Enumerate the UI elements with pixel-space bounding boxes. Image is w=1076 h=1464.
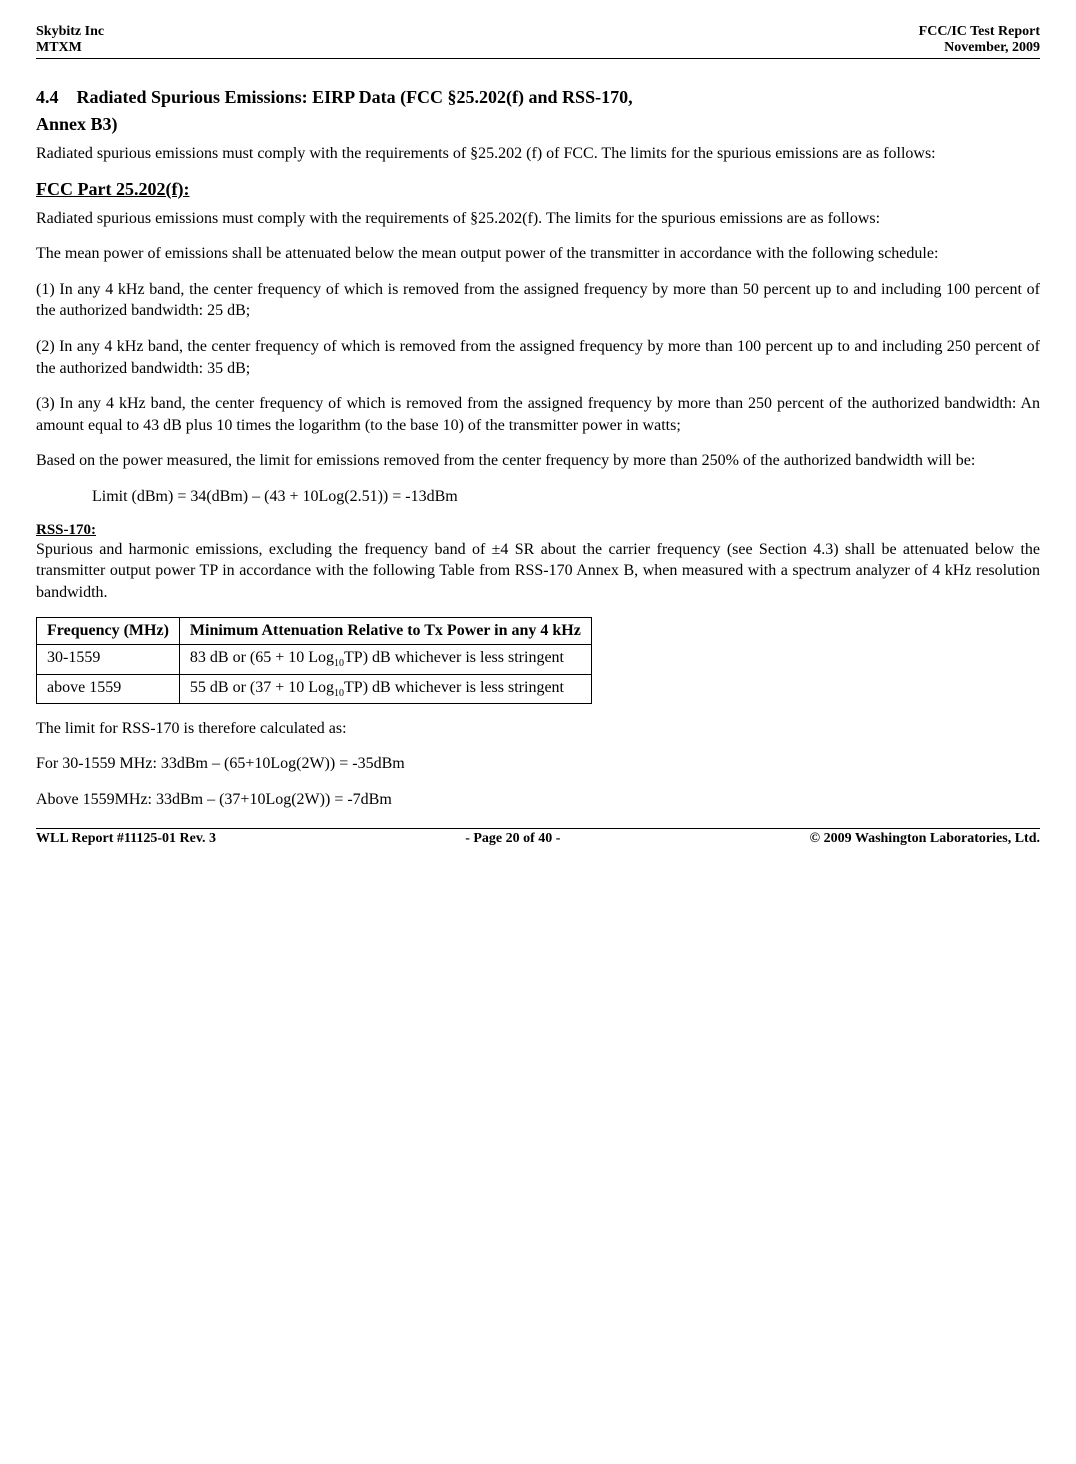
fcc-based: Based on the power measured, the limit f… <box>36 450 1040 472</box>
cell-freq: above 1559 <box>37 674 180 703</box>
att-post: TP) dB whichever is less stringent <box>344 679 564 696</box>
cell-att: 55 dB or (37 + 10 Log10TP) dB whichever … <box>179 674 591 703</box>
page-footer: WLL Report #11125-01 Rev. 3 - Page 20 of… <box>36 828 1040 847</box>
section-number: 4.4 <box>36 87 59 107</box>
fcc-item1: (1) In any 4 kHz band, the center freque… <box>36 279 1040 322</box>
header-right: FCC/IC Test Report November, 2009 <box>919 24 1040 56</box>
table-row: above 1559 55 dB or (37 + 10 Log10TP) dB… <box>37 674 592 703</box>
att-pre: 55 dB or (37 + 10 Log <box>190 679 334 696</box>
att-post: TP) dB whichever is less stringent <box>344 649 564 666</box>
col2-header: Minimum Attenuation Relative to Tx Power… <box>179 618 591 645</box>
fcc-heading: FCC Part 25.202(f): <box>36 179 1040 200</box>
section-title-line2: Annex B3) <box>36 114 1040 135</box>
att-sub: 10 <box>334 659 344 670</box>
footer-right: © 2009 Washington Laboratories, Ltd. <box>810 831 1040 847</box>
fcc-p1: Radiated spurious emissions must comply … <box>36 208 1040 230</box>
header-left: Skybitz Inc MTXM <box>36 24 104 56</box>
section-title-line1: Radiated Spurious Emissions: EIRP Data (… <box>77 87 633 107</box>
table-row: 30-1559 83 dB or (65 + 10 Log10TP) dB wh… <box>37 645 592 674</box>
rss-heading: RSS-170: <box>36 522 1040 539</box>
header-company: Skybitz Inc <box>36 24 104 40</box>
rss-calc1: For 30-1559 MHz: 33dBm – (65+10Log(2W)) … <box>36 753 1040 775</box>
section-intro: Radiated spurious emissions must comply … <box>36 143 1040 165</box>
fcc-limit: Limit (dBm) = 34(dBm) – (43 + 10Log(2.51… <box>92 486 1040 508</box>
att-pre: 83 dB or (65 + 10 Log <box>190 649 334 666</box>
table-header-row: Frequency (MHz) Minimum Attenuation Rela… <box>37 618 592 645</box>
footer-center: - Page 20 of 40 - <box>465 831 560 847</box>
col1-header: Frequency (MHz) <box>37 618 180 645</box>
header-report-type: FCC/IC Test Report <box>919 24 1040 40</box>
header-model: MTXM <box>36 40 104 56</box>
fcc-p2: The mean power of emissions shall be att… <box>36 243 1040 265</box>
rss-intro: Spurious and harmonic emissions, excludi… <box>36 539 1040 604</box>
rss-calc2: Above 1559MHz: 33dBm – (37+10Log(2W)) = … <box>36 789 1040 811</box>
section-heading: 4.4 Radiated Spurious Emissions: EIRP Da… <box>36 87 1040 108</box>
fcc-item2: (2) In any 4 kHz band, the center freque… <box>36 336 1040 379</box>
att-sub: 10 <box>334 688 344 699</box>
fcc-item3: (3) In any 4 kHz band, the center freque… <box>36 393 1040 436</box>
cell-freq: 30-1559 <box>37 645 180 674</box>
page-header: Skybitz Inc MTXM FCC/IC Test Report Nove… <box>36 24 1040 59</box>
rss-table: Frequency (MHz) Minimum Attenuation Rela… <box>36 617 592 703</box>
header-date: November, 2009 <box>919 40 1040 56</box>
footer-left: WLL Report #11125-01 Rev. 3 <box>36 831 216 847</box>
rss-calc-intro: The limit for RSS-170 is therefore calcu… <box>36 718 1040 740</box>
cell-att: 83 dB or (65 + 10 Log10TP) dB whichever … <box>179 645 591 674</box>
